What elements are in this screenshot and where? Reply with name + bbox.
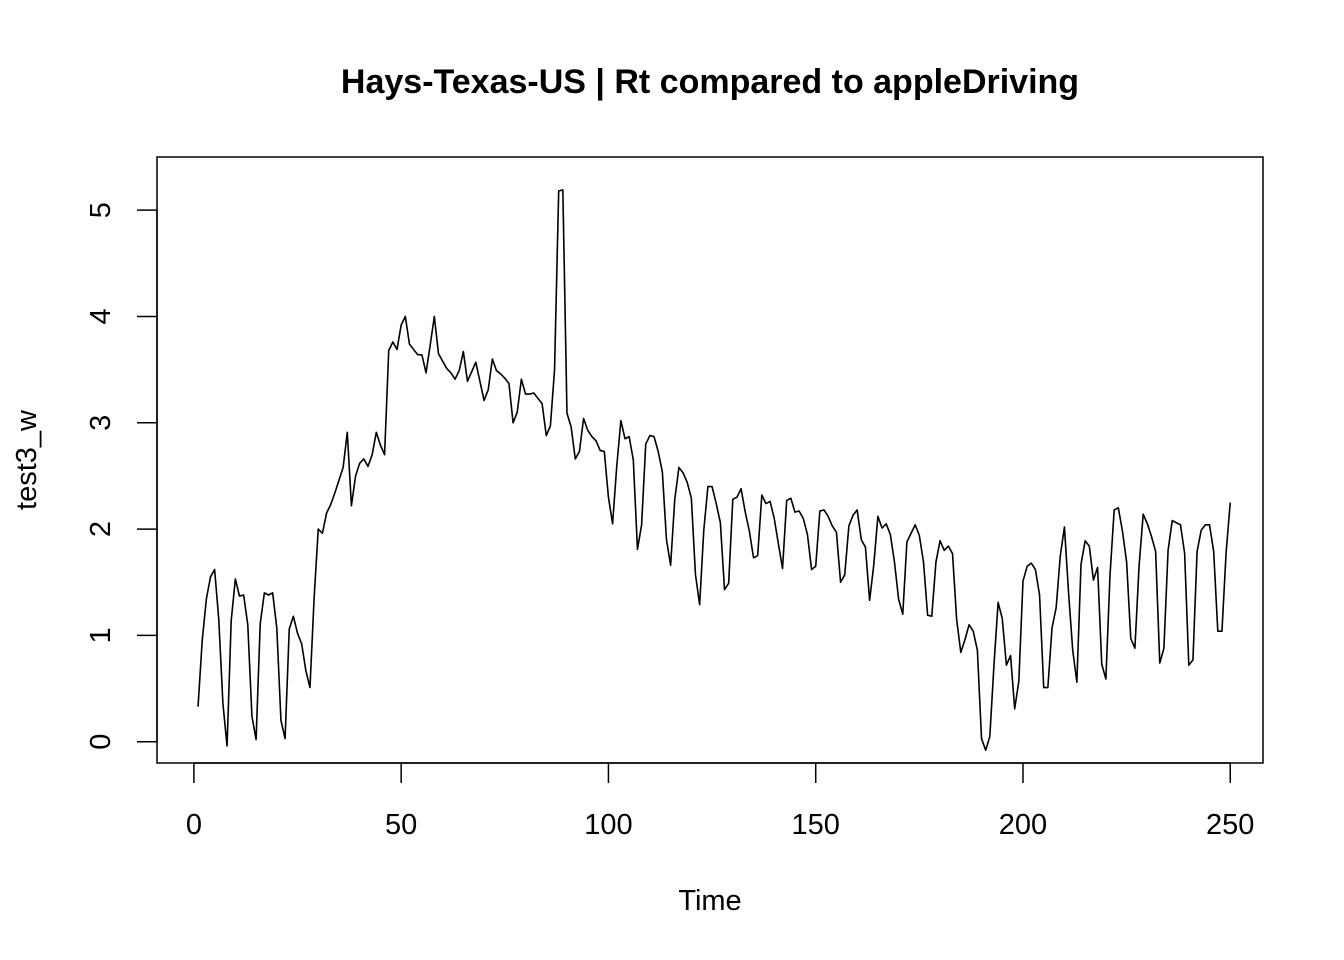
y-tick-label: 0 xyxy=(85,734,117,750)
x-tick-label: 150 xyxy=(792,809,840,841)
x-tick-label: 50 xyxy=(385,809,417,841)
y-axis: 0 1 2 3 4 5 xyxy=(85,202,158,750)
chart-title: Hays-Texas-US | Rt compared to appleDriv… xyxy=(341,63,1079,101)
x-tick-label: 0 xyxy=(186,809,202,841)
x-tick-label: 100 xyxy=(584,809,632,841)
y-axis-label: test3_w xyxy=(11,409,43,510)
y-tick-label: 3 xyxy=(85,415,117,431)
x-axis: 0 50 100 150 200 250 xyxy=(186,762,1254,841)
series-line xyxy=(197,189,1232,752)
plot-frame xyxy=(156,156,1264,764)
y-tick-label: 2 xyxy=(85,521,117,537)
x-axis-label: Time xyxy=(678,885,741,917)
x-tick-label: 200 xyxy=(999,809,1047,841)
y-tick-label: 5 xyxy=(85,202,117,218)
y-tick-label: 1 xyxy=(85,627,117,643)
x-tick-label: 250 xyxy=(1206,809,1254,841)
y-tick-label: 4 xyxy=(85,308,117,324)
